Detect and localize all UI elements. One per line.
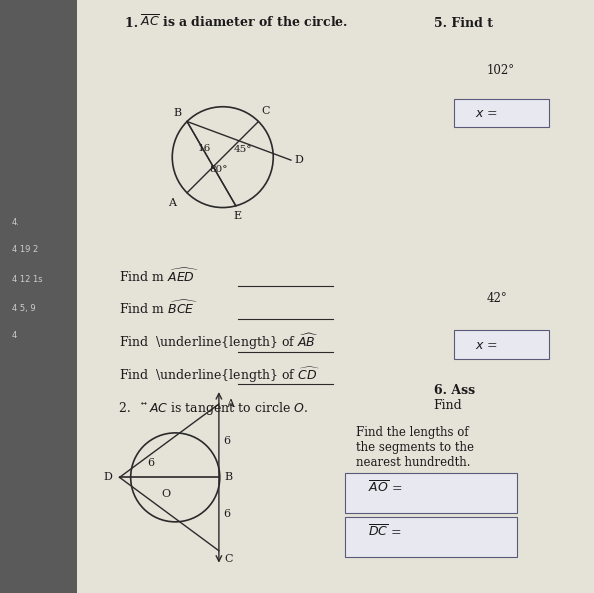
FancyBboxPatch shape (345, 517, 517, 557)
FancyBboxPatch shape (454, 330, 549, 359)
Text: C: C (225, 554, 233, 564)
Text: 4: 4 (12, 331, 17, 340)
Text: $\overline{DC}$ =: $\overline{DC}$ = (368, 524, 402, 540)
Text: D: D (294, 155, 303, 165)
Text: Find m $\widehat{AED}$: Find m $\widehat{AED}$ (119, 267, 199, 285)
Text: 6: 6 (223, 509, 230, 519)
Text: $\overline{AC}$ is a diameter of the circle.: $\overline{AC}$ is a diameter of the cir… (140, 14, 347, 30)
Text: $x$ =: $x$ = (475, 107, 498, 120)
Text: 16: 16 (198, 144, 211, 153)
Text: Find: Find (434, 399, 462, 412)
Text: 4 19 2: 4 19 2 (12, 245, 38, 254)
Text: E: E (234, 211, 242, 221)
Text: the segments to the: the segments to the (356, 441, 475, 454)
Text: 4 5, 9: 4 5, 9 (12, 304, 36, 313)
Text: $x$ =: $x$ = (475, 339, 498, 352)
Text: 45°: 45° (233, 145, 252, 154)
Text: A: A (226, 399, 234, 409)
Text: D: D (103, 473, 112, 482)
Text: Find m $\widehat{BCE}$: Find m $\widehat{BCE}$ (119, 300, 198, 317)
Text: C: C (262, 106, 270, 116)
Text: 42°: 42° (487, 292, 508, 305)
Text: 102°: 102° (487, 64, 515, 77)
Text: $\overline{AO}$ =: $\overline{AO}$ = (368, 480, 403, 496)
Text: 4 12 1s: 4 12 1s (12, 275, 43, 283)
FancyBboxPatch shape (345, 473, 517, 513)
Text: nearest hundredth.: nearest hundredth. (356, 455, 471, 468)
Text: 4.: 4. (12, 218, 20, 227)
FancyBboxPatch shape (454, 99, 549, 127)
Text: A: A (168, 198, 176, 208)
Text: 6: 6 (147, 458, 154, 468)
Text: 80°: 80° (210, 165, 228, 174)
FancyBboxPatch shape (71, 0, 594, 593)
Bar (0, 0, 77, 593)
Text: 1.: 1. (125, 17, 142, 30)
Text: 6: 6 (223, 436, 230, 446)
Text: 2.: 2. (119, 402, 135, 415)
Text: $\overleftrightarrow{AC}$ is tangent to circle $O$.: $\overleftrightarrow{AC}$ is tangent to … (141, 400, 308, 417)
Text: Find the lengths of: Find the lengths of (356, 426, 469, 439)
Text: Find  \underline{length} of $\widehat{CD}$: Find \underline{length} of $\widehat{CD}… (119, 365, 320, 384)
Text: Find  \underline{length} of $\widehat{AB}$: Find \underline{length} of $\widehat{AB}… (119, 332, 318, 352)
Text: 6. Ass: 6. Ass (434, 384, 475, 397)
Text: 5. Find t: 5. Find t (434, 17, 492, 30)
Text: O: O (162, 489, 171, 499)
Text: B: B (173, 109, 182, 118)
Text: B: B (225, 473, 233, 482)
